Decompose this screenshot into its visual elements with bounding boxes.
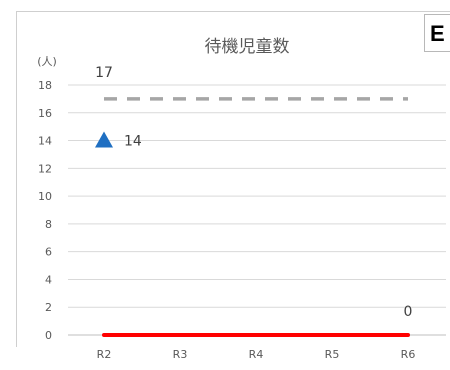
chart-title: 待機児童数: [205, 37, 290, 57]
x-tick-label: R3: [173, 348, 188, 361]
triangle-marker: [95, 131, 113, 148]
x-tick-label: R6: [401, 348, 416, 361]
y-tick-label: 16: [38, 107, 52, 120]
chart-frame: [16, 11, 450, 347]
y-tick-label: 10: [38, 190, 52, 203]
corner-label: E: [424, 14, 450, 52]
y-tick-label: 2: [45, 301, 52, 314]
y-tick-label: 6: [45, 246, 52, 259]
y-tick-label: 12: [38, 162, 52, 175]
y-axis-unit-label: (人): [37, 55, 57, 68]
x-tick-label: R5: [325, 348, 340, 361]
data-label: 0: [404, 304, 413, 320]
y-tick-label: 8: [45, 218, 52, 231]
data-label: 14: [124, 134, 142, 150]
y-tick-label: 0: [45, 329, 52, 342]
y-tick-label: 4: [45, 273, 52, 286]
x-tick-label: R2: [97, 348, 112, 361]
x-tick-label: R4: [249, 348, 264, 361]
data-label: 17: [95, 65, 113, 81]
y-tick-label: 14: [38, 135, 52, 148]
y-tick-label: 18: [38, 79, 52, 92]
